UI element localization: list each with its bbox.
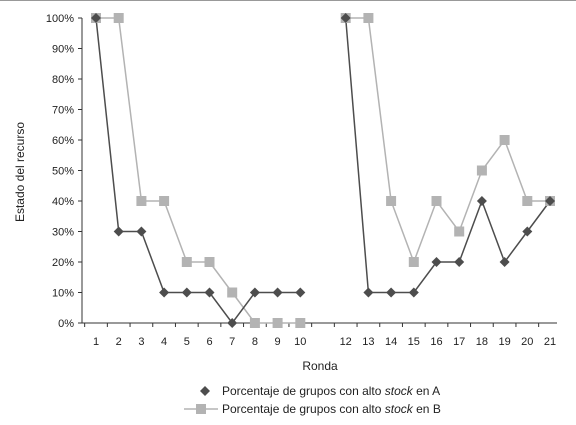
legend-entry-a: Porcentaje de grupos con alto stock en A (200, 384, 440, 398)
chart-legend: Porcentaje de grupos con alto stock en A… (184, 384, 441, 416)
data-point-a (545, 196, 555, 206)
x-tick-label: 2 (116, 336, 122, 348)
data-point-b (499, 135, 510, 145)
series-line-b (96, 17, 301, 324)
x-tick-label: 17 (453, 336, 465, 348)
data-point-b (113, 13, 124, 23)
data-point-b (476, 165, 487, 176)
y-tick-label: 50% (52, 166, 74, 178)
data-point-a (136, 226, 147, 237)
data-point-a (454, 257, 465, 267)
series-line-a (95, 17, 301, 325)
data-point-a (431, 257, 442, 267)
data-point-a (408, 287, 419, 298)
data-point-b (386, 196, 397, 206)
x-tick-label: 15 (408, 336, 420, 348)
x-tick-label: 8 (252, 336, 258, 348)
data-point-b (227, 287, 238, 298)
y-tick-label: 90% (52, 44, 74, 56)
data-point-b (249, 318, 260, 328)
data-point-b (272, 318, 283, 328)
data-point-a (499, 257, 510, 267)
y-axis-ticks: 0% 10% 20% 30% 40% 50% 60% 70% 80% 90% 100% (46, 13, 82, 330)
data-point-a (181, 287, 192, 298)
data-point-b (363, 13, 374, 23)
x-tick-label: 7 (229, 336, 235, 348)
series-lines (95, 17, 551, 325)
data-point-a (91, 13, 101, 23)
x-tick-label: 19 (498, 336, 510, 348)
data-point-a (249, 287, 260, 298)
data-point-a (159, 287, 170, 298)
x-tick-label: 10 (294, 336, 306, 348)
series-markers (91, 13, 555, 328)
x-tick-label: 20 (521, 336, 533, 348)
series-line-a (344, 17, 551, 294)
y-axis-title: Estado del recurso (13, 122, 27, 222)
data-point-b (204, 257, 215, 267)
data-point-b (454, 226, 465, 237)
y-tick-label: 60% (52, 135, 74, 147)
y-tick-label: 100% (46, 13, 74, 25)
legend-entry-b: Porcentaje de grupos con alto stock en B (184, 402, 441, 416)
legend-marker-b (196, 404, 206, 414)
data-point-a (204, 287, 215, 298)
x-tick-label: 13 (362, 336, 374, 348)
data-point-b (181, 257, 192, 267)
x-tick-label: 21 (544, 336, 556, 348)
data-point-a (272, 287, 283, 298)
x-tick-label: 12 (340, 336, 352, 348)
y-tick-label: 70% (52, 105, 74, 117)
data-point-b (431, 196, 442, 206)
x-tick-label: 14 (385, 336, 397, 348)
data-point-a (363, 287, 374, 298)
legend-label-a: Porcentaje de grupos con alto stock en A (222, 384, 440, 398)
series-line-b (345, 17, 550, 265)
data-point-b (159, 196, 170, 206)
x-tick-label: 4 (161, 336, 167, 348)
x-axis-ticks: 1 2 3 4 5 6 7 8 9 10 12 13 14 15 16 17 18 19 20 21 (84, 323, 556, 348)
data-point-a (340, 13, 351, 23)
y-tick-label: 80% (52, 74, 74, 86)
y-tick-label: 30% (52, 227, 74, 239)
x-tick-label: 9 (275, 336, 281, 348)
legend-marker-a (200, 386, 210, 396)
data-point-a (522, 226, 533, 237)
data-point-b (408, 257, 419, 267)
y-tick-label: 40% (52, 196, 74, 208)
data-point-a (295, 287, 306, 298)
data-point-b (522, 196, 533, 206)
data-point-a (113, 226, 124, 237)
y-tick-label: 10% (52, 288, 74, 300)
x-tick-label: 18 (476, 336, 488, 348)
x-tick-label: 1 (93, 336, 99, 348)
x-tick-label: 16 (430, 336, 442, 348)
y-tick-label: 0% (58, 318, 74, 330)
y-tick-label: 20% (52, 257, 74, 269)
x-tick-label: 5 (184, 336, 190, 348)
x-axis-title: Ronda (302, 359, 338, 373)
data-point-a (386, 287, 397, 298)
x-tick-label: 6 (206, 336, 212, 348)
data-point-b (136, 196, 147, 206)
legend-label-b: Porcentaje de grupos con alto stock en B (222, 402, 441, 416)
data-point-a (227, 318, 238, 328)
chart-axes (0, 0, 576, 324)
data-point-b (295, 318, 306, 328)
data-point-a (476, 196, 487, 206)
x-tick-label: 3 (138, 336, 144, 348)
